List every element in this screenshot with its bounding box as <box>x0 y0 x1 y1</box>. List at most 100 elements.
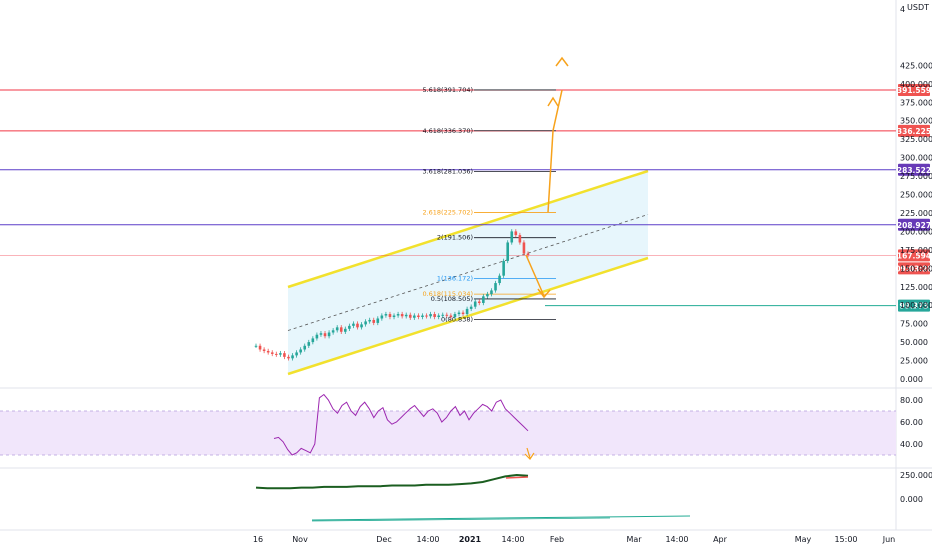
candle-body <box>445 314 449 316</box>
price-axis-top-label: 4 <box>900 5 905 14</box>
candle-body <box>404 314 408 317</box>
candle-body <box>429 314 432 317</box>
candle-body <box>303 345 307 350</box>
projection-arrow-up <box>547 89 563 213</box>
level-badge <box>898 299 930 312</box>
candle-body <box>437 315 440 318</box>
level-badge <box>898 124 930 137</box>
price-tick-label: 125.000 <box>900 283 932 292</box>
candle-body <box>498 275 501 284</box>
fib-level-label: 1(136.172) <box>437 275 473 283</box>
price-tick-label: 0.000 <box>900 375 923 384</box>
candle-body <box>323 333 327 337</box>
rsi-arrowhead <box>524 452 535 460</box>
volume-line-recent <box>505 476 529 479</box>
fib-level-label: 0(80.838) <box>441 315 473 323</box>
time-tick-label: 2021 <box>459 535 482 544</box>
channel-upper-line <box>287 169 649 289</box>
candle-body <box>307 342 311 346</box>
candle-body <box>417 315 420 318</box>
candle-body <box>274 353 278 355</box>
rsi-tick-label: 60.00 <box>900 418 923 427</box>
candle-body <box>327 332 331 337</box>
countdown-label: 09:03:28 <box>895 264 932 273</box>
candle-body <box>335 327 339 331</box>
candle-body <box>461 312 465 315</box>
time-tick-label: 14:00 <box>665 535 688 544</box>
candle-body <box>421 315 424 318</box>
time-tick-label: Nov <box>292 535 308 544</box>
candle-body <box>482 296 485 303</box>
candle-body <box>291 355 294 359</box>
level-badge-label: 283.522 <box>897 166 931 175</box>
time-tick-label: 16 <box>253 535 263 544</box>
candle-body <box>388 314 392 318</box>
price-tick-label: 100.000 <box>900 301 932 310</box>
candle-body <box>510 231 514 243</box>
candle-body <box>441 314 445 316</box>
fib-level-label: 2(191.506) <box>437 234 473 242</box>
candle-body <box>262 349 266 351</box>
candle-body <box>279 353 282 355</box>
candle-body <box>368 319 371 322</box>
candle-body <box>494 283 497 291</box>
candle-body <box>364 321 367 325</box>
candle-body <box>433 314 436 318</box>
candle-body <box>522 242 526 254</box>
candle-body <box>295 352 298 356</box>
bottom-trend-line <box>311 515 691 521</box>
time-tick-label: 15:00 <box>834 535 857 544</box>
rsi-band <box>0 411 896 455</box>
level-badge <box>898 163 930 176</box>
price-tick-label: 200.000 <box>900 227 932 236</box>
candle-body <box>425 315 428 317</box>
price-tick-label: 350.000 <box>900 117 932 126</box>
fib-level-label: 4.618(336.370) <box>422 127 473 135</box>
volume-line <box>255 473 529 490</box>
candle-body <box>502 260 505 276</box>
projection-arrowhead-up <box>547 96 559 107</box>
price-tick-label: 300.000 <box>900 154 932 163</box>
candle-body <box>352 323 355 326</box>
candle-body <box>514 231 518 236</box>
channel-fill <box>288 171 648 374</box>
level-badge-label: 391.559 <box>897 86 931 95</box>
price-tick-label: 175.000 <box>900 246 932 255</box>
candle-body <box>356 323 359 328</box>
price-tick-label: 25.000 <box>900 357 928 366</box>
volume-tick-label: 250.000 <box>900 471 932 480</box>
price-tick-label: 325.000 <box>900 135 932 144</box>
candle-body <box>477 301 481 303</box>
candle-body <box>408 314 412 318</box>
currency-label: USDT <box>907 3 929 12</box>
level-badge <box>898 249 930 262</box>
time-tick-label: 14:00 <box>416 535 439 544</box>
candle-body <box>315 334 319 339</box>
fib-level-label: 0.5(108.505) <box>431 295 473 303</box>
price-tick-label: 75.000 <box>900 320 928 329</box>
candle-body <box>518 235 522 243</box>
candle-body <box>453 314 457 318</box>
rsi-tick-label: 80.00 <box>900 396 923 405</box>
candle-body <box>384 314 388 316</box>
candle-body <box>287 356 290 359</box>
level-badge <box>898 218 930 231</box>
price-tick-label: 275.000 <box>900 172 932 181</box>
candle-body <box>299 349 302 353</box>
volume-tick-label: 0.000 <box>900 495 923 504</box>
rsi-tick-label: 40.00 <box>900 440 923 449</box>
fib-level-label: 3.618(281.036) <box>422 168 473 176</box>
candle-body <box>254 345 258 347</box>
candle-body <box>319 333 323 335</box>
candle-body <box>465 308 469 315</box>
candle-body <box>266 350 270 353</box>
candle-body <box>526 253 530 256</box>
candle-body <box>258 345 262 350</box>
time-tick-label: Mar <box>626 535 642 544</box>
projection-arrow-down <box>525 254 545 297</box>
channel-lower-line <box>287 256 649 376</box>
candle-body <box>473 301 477 307</box>
candle-body <box>413 315 416 318</box>
candle-body <box>311 338 315 343</box>
